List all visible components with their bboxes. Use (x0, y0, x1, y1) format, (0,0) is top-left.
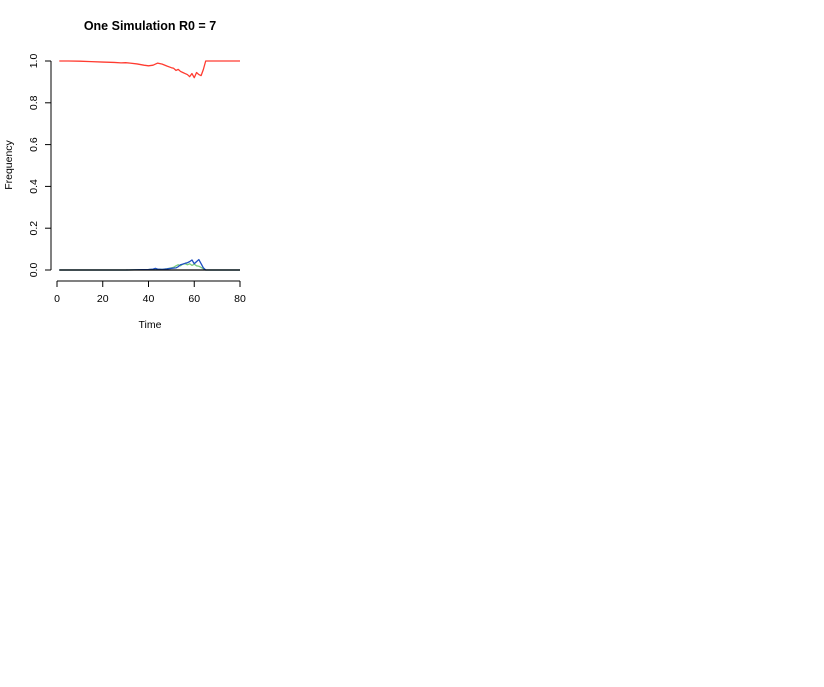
y-tick-label: 0.0 (28, 263, 40, 278)
x-tick-label: 60 (188, 293, 200, 305)
series-line-3 (59, 258, 240, 271)
x-axis: 0 20 40 60 80 (54, 280, 246, 305)
chart-title: One Simulation R0 = 7 (84, 19, 216, 33)
plot-area (59, 60, 240, 271)
x-tick-label: 0 (54, 293, 60, 305)
y-axis-label: Frequency (3, 139, 15, 189)
y-tick-label: 0.4 (28, 179, 40, 194)
x-axis-label: Time (139, 319, 162, 331)
y-tick-label: 0.8 (28, 95, 40, 110)
y-tick-label: 0.2 (28, 221, 40, 236)
series-line-1 (59, 60, 240, 79)
x-tick-label: 80 (234, 293, 246, 305)
y-tick-label: 0.6 (28, 137, 40, 152)
x-tick-label: 40 (143, 293, 155, 305)
x-tick-label: 20 (97, 293, 109, 305)
y-tick-label: 1.0 (28, 54, 40, 69)
y-axis: 0.0 0.2 0.4 0.6 0.8 1.0 (28, 54, 52, 278)
